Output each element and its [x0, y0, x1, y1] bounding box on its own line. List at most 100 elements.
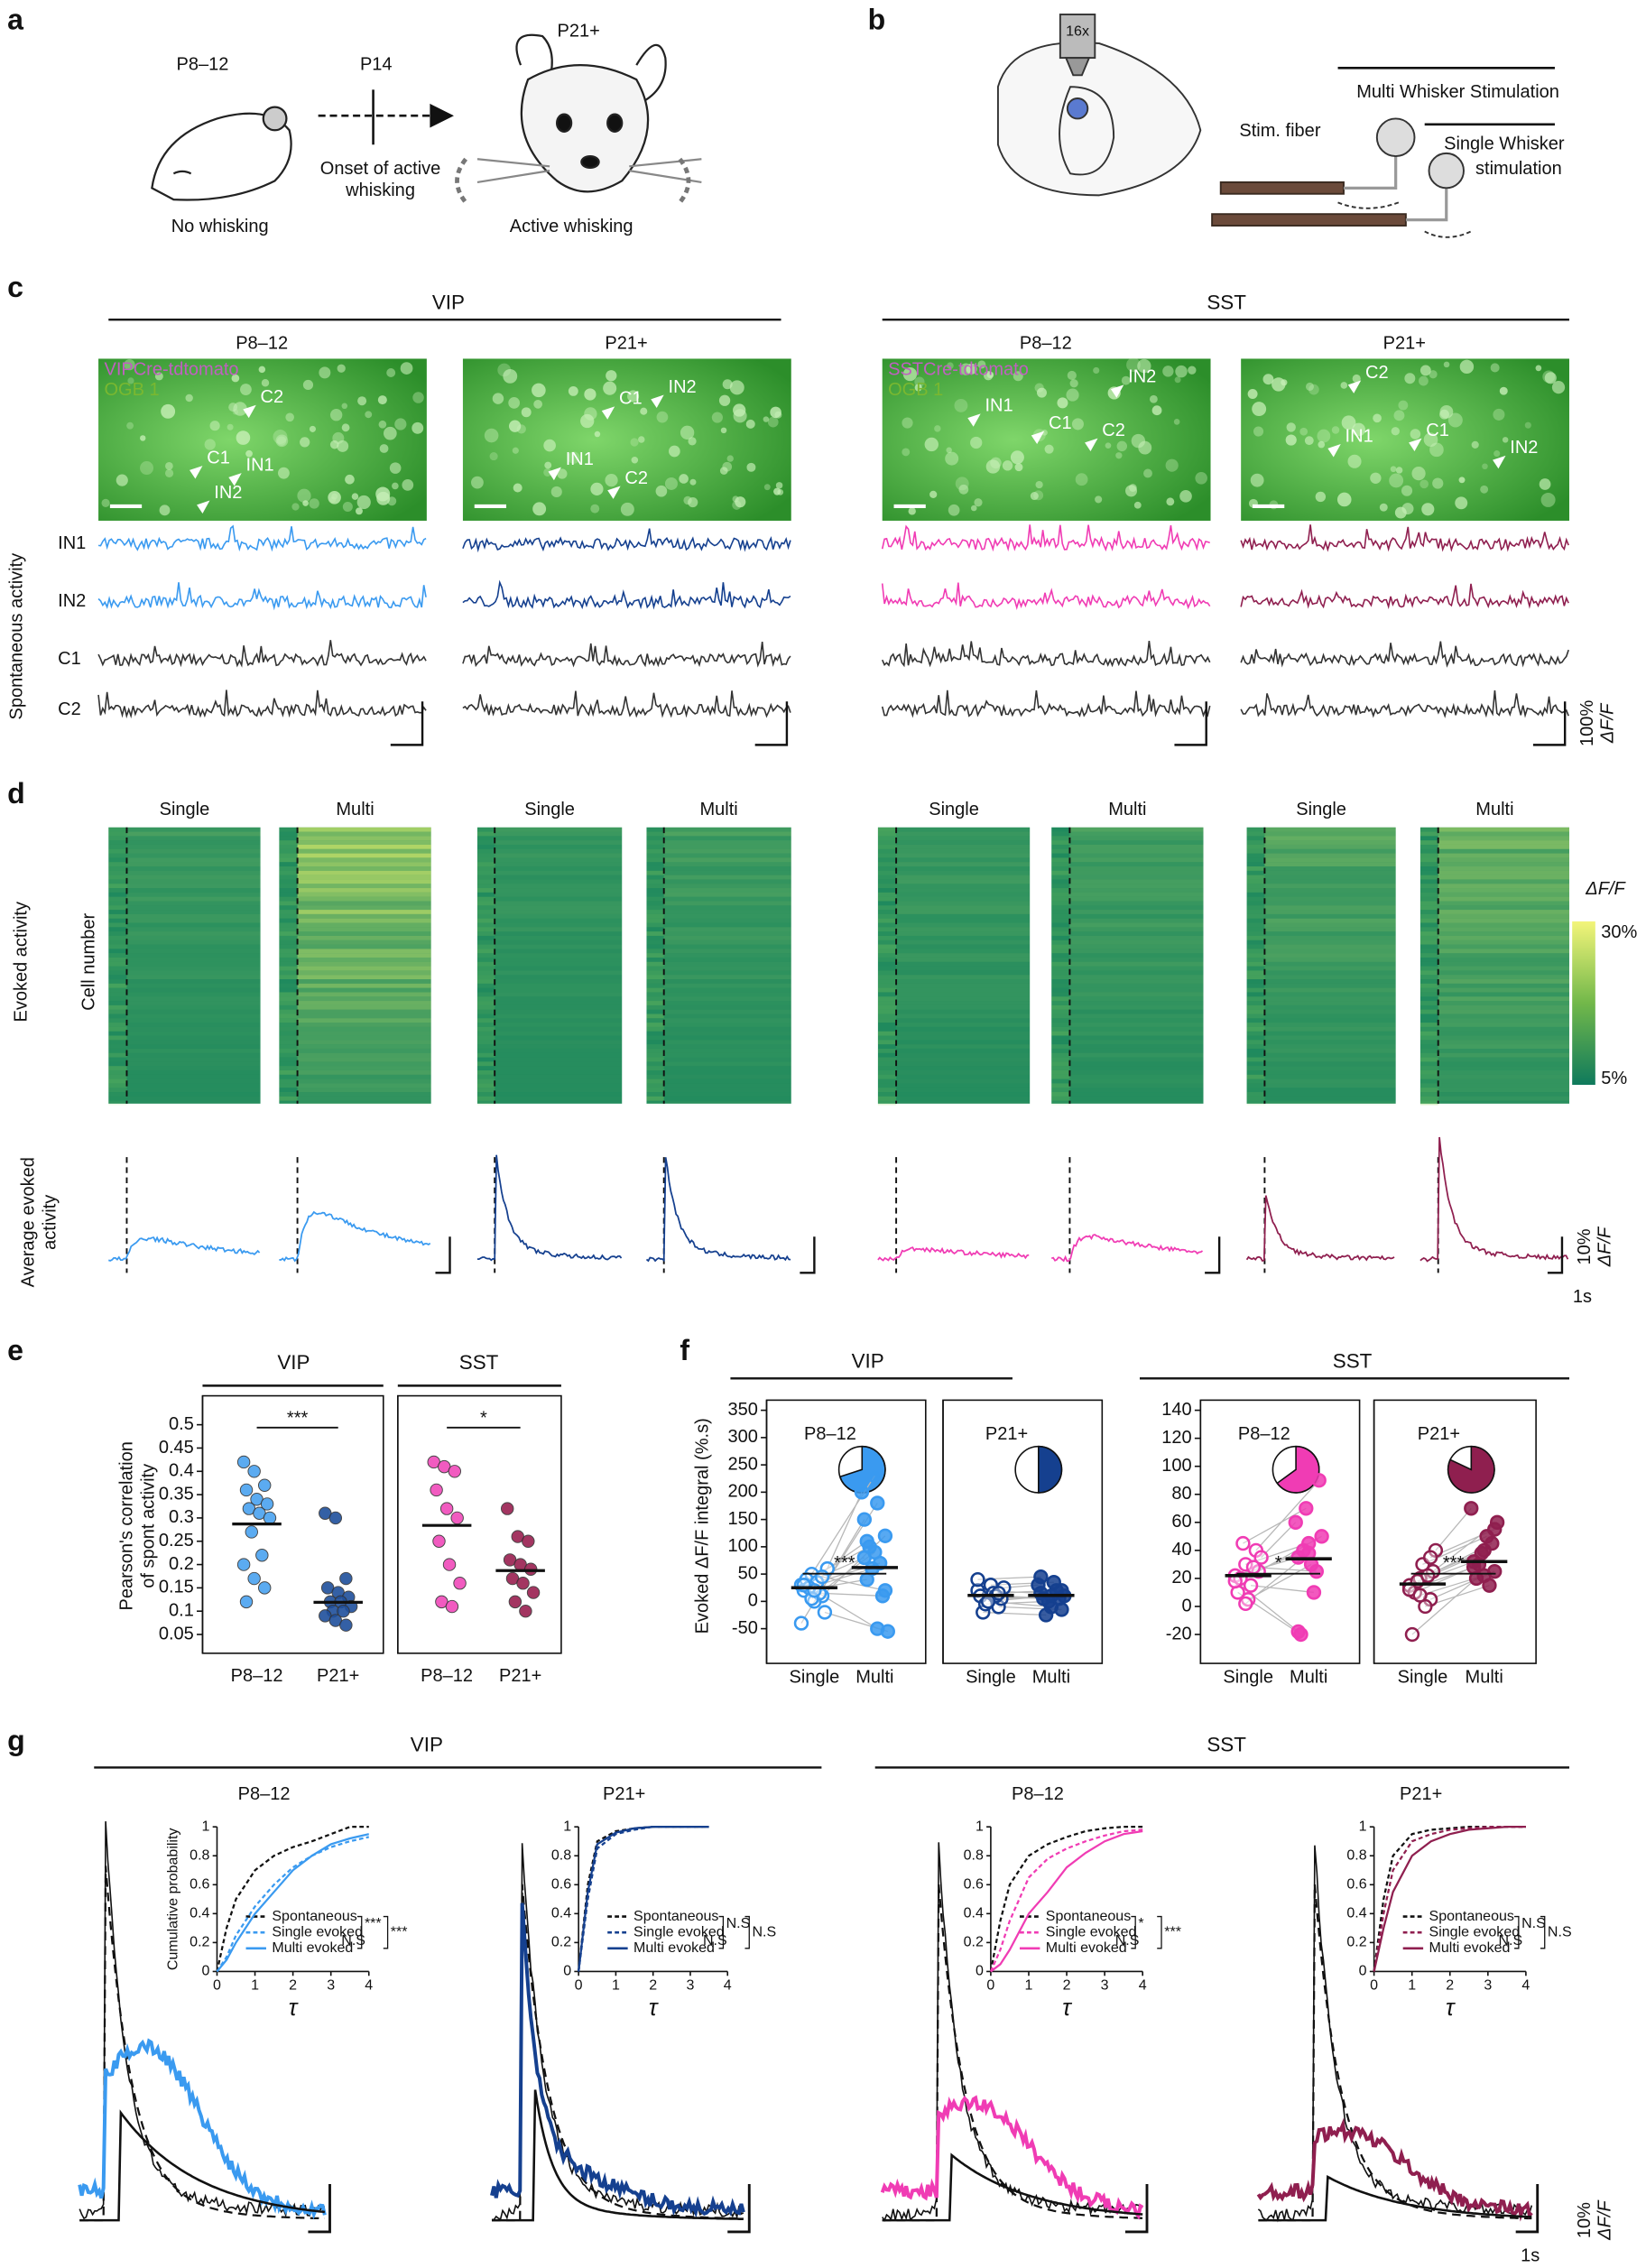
- heatmap-row: [663, 1057, 791, 1062]
- heatmap-row: [126, 1052, 261, 1058]
- cell-dot: [567, 451, 580, 464]
- heatmap-row: [646, 957, 664, 962]
- legend-label: Spontaneous: [1429, 1908, 1514, 1924]
- label: 5%: [1601, 1069, 1627, 1088]
- cell-dot: [1490, 363, 1500, 373]
- cell-dot: [356, 495, 371, 510]
- heatmap-row: [297, 1052, 431, 1058]
- heatmap-row: [646, 901, 664, 906]
- heatmap-row: [279, 836, 298, 841]
- heatmap-row: [297, 1001, 431, 1005]
- heatmap-row: [476, 1009, 495, 1014]
- point: [1043, 1599, 1059, 1615]
- heatmap-row: [495, 840, 623, 845]
- heatmap-row: [877, 1031, 897, 1036]
- heatmap-row: [877, 970, 897, 976]
- heatmap-row: [1419, 1078, 1438, 1084]
- heatmap-row: [1069, 1074, 1204, 1079]
- heatmap-row: [877, 1074, 897, 1079]
- cell-dot: [185, 393, 193, 403]
- cell-dot: [1137, 358, 1151, 374]
- heatmap-row: [1264, 927, 1396, 932]
- label: C2: [1102, 421, 1125, 440]
- cell-dot: [590, 504, 600, 514]
- heatmap-row: [1069, 1069, 1204, 1075]
- heatmap-row: [663, 935, 791, 940]
- heatmap-row: [1419, 844, 1438, 849]
- heatmap-row: [1069, 1035, 1204, 1041]
- heatmap-row: [1419, 983, 1438, 988]
- heatmap-row: [646, 853, 664, 858]
- heatmap: [1051, 827, 1204, 1104]
- cdf-line: [989, 1826, 1143, 1972]
- heatmap-row: [663, 961, 791, 967]
- heatmap-row: [877, 957, 897, 962]
- legend-label: Multi evoked: [272, 1939, 353, 1956]
- heatmap-row: [1069, 905, 1204, 911]
- cell-dot: [1247, 389, 1258, 399]
- heatmap-row: [877, 1048, 897, 1053]
- heatmap-row: [1051, 1066, 1070, 1070]
- heatmap-row: [476, 913, 495, 919]
- cell-dot: [902, 448, 911, 457]
- label: P8–12: [1020, 334, 1072, 354]
- heatmap-row: [1069, 1026, 1204, 1032]
- cell-dot: [631, 456, 639, 464]
- cell-dot: [245, 449, 253, 458]
- heatmap-row: [1069, 935, 1204, 940]
- heatmap-row: [1069, 1092, 1203, 1097]
- heatmap-row: [476, 831, 495, 837]
- heatmap-row: [126, 879, 261, 884]
- cell-dot: [471, 476, 484, 489]
- y-tick-label: 80: [1171, 1484, 1191, 1504]
- label: Evoked activity: [11, 902, 31, 1023]
- heatmap-row: [476, 918, 495, 923]
- heatmap-row: [279, 1001, 298, 1005]
- cell-dot: [1439, 409, 1449, 420]
- heatmap-row: [646, 1044, 664, 1049]
- label: 10%: [1575, 1228, 1595, 1264]
- heatmap-row: [495, 1061, 623, 1067]
- heatmap-row: [1246, 918, 1265, 923]
- heatmap-row: [476, 1083, 495, 1088]
- heatmap-row: [646, 987, 664, 993]
- heatmap-row: [1438, 827, 1569, 832]
- heatmap-row: [495, 1066, 623, 1070]
- heatmap-row: [1438, 896, 1569, 902]
- heatmap-row: [297, 1031, 431, 1036]
- heatmap-row: [126, 905, 261, 911]
- colorbar: [1572, 921, 1595, 1086]
- heatmap-row: [476, 1088, 495, 1093]
- heatmap-row: [476, 1096, 495, 1101]
- heatmap-row: [279, 1083, 298, 1088]
- heatmap-row: [1051, 1026, 1070, 1032]
- heatmap-row: [646, 862, 664, 867]
- heatmap-row: [126, 970, 261, 976]
- heatmap-row: [1438, 1074, 1569, 1079]
- heatmap-row: [896, 1074, 1031, 1079]
- heatmap-row: [126, 1014, 261, 1019]
- cell-dot: [1116, 440, 1128, 452]
- point: [247, 1571, 261, 1586]
- heatmap-row: [126, 1023, 261, 1027]
- cell-dot: [1165, 458, 1179, 472]
- label: C1: [619, 389, 643, 409]
- heatmap-row: [1246, 1026, 1265, 1032]
- cell-dot: [489, 452, 498, 461]
- heatmap-row: [1051, 862, 1070, 867]
- heatmap-row: [108, 931, 127, 936]
- cell-dot: [389, 462, 402, 474]
- cell-dot: [1095, 495, 1103, 504]
- cell-dot: [329, 409, 343, 421]
- cdf-line: [990, 1829, 1143, 1973]
- cell-dot: [775, 482, 783, 489]
- label: P8–12: [236, 334, 288, 354]
- heatmap-row: [663, 966, 791, 971]
- heatmap-row: [1246, 931, 1265, 936]
- cell-dot: [720, 427, 727, 434]
- heatmap-row: [1438, 935, 1569, 940]
- cell-dot: [412, 392, 424, 403]
- x-tick-label: 4: [365, 1977, 373, 1994]
- heatmap-row: [279, 870, 298, 875]
- avg-trace: [279, 1210, 431, 1263]
